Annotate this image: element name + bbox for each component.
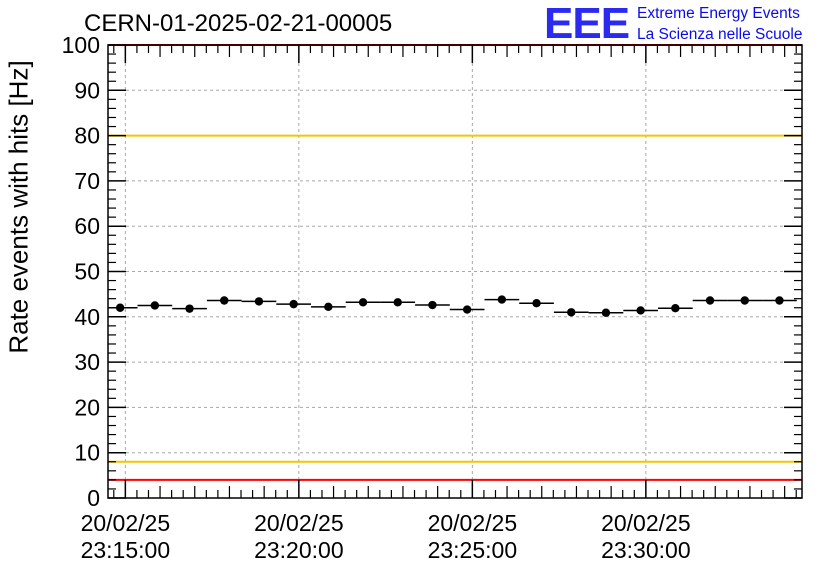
x-tick-label-date: 20/02/25: [81, 510, 171, 536]
limit-lines: [108, 44, 802, 481]
y-tick-label: 30: [74, 349, 100, 375]
data-point: [324, 302, 333, 312]
y-tick-label: 70: [74, 168, 100, 194]
y-tick-label: 100: [62, 32, 100, 58]
y-tick-label: 40: [74, 304, 100, 330]
tick-labels: 010203040506070809010020/02/2523:15:0020…: [62, 32, 691, 563]
x-tick-label-date: 20/02/25: [254, 510, 344, 536]
data-point: [185, 304, 194, 313]
y-tick-label: 10: [74, 440, 100, 466]
data-point: [532, 299, 541, 308]
data-point: [115, 303, 125, 312]
data-point: [462, 305, 472, 314]
data-points: [108, 295, 797, 317]
data-point: [150, 301, 160, 310]
data-point: [358, 298, 368, 307]
data-point: [497, 295, 507, 304]
data-point: [567, 308, 576, 317]
data-point: [671, 303, 680, 313]
data-point: [636, 306, 645, 315]
eee-logo-text: Extreme Energy Events La Scienza nelle S…: [637, 3, 802, 45]
x-tick-label-time: 23:25:00: [428, 537, 518, 563]
y-tick-label: 90: [74, 77, 100, 103]
y-tick-label: 50: [74, 259, 100, 285]
data-point: [393, 298, 402, 307]
data-point: [775, 296, 784, 305]
data-point: [289, 299, 298, 309]
data-point: [254, 297, 264, 306]
data-point: [705, 296, 715, 305]
data-point: [428, 300, 437, 310]
y-tick-label: 80: [74, 123, 100, 149]
y-tick-label: 20: [74, 394, 100, 420]
y-tick-label: 60: [74, 213, 100, 239]
axis-ticks: [108, 44, 802, 499]
x-tick-label-date: 20/02/25: [428, 510, 518, 536]
chart-title: CERN-01-2025-02-21-00005: [84, 10, 393, 37]
logo-line-1: Extreme Energy Events: [637, 5, 800, 22]
grid-lines: [108, 45, 802, 498]
data-point: [740, 296, 749, 305]
data-point: [220, 296, 229, 305]
x-tick-label-time: 23:20:00: [254, 537, 344, 563]
x-tick-label-time: 23:15:00: [81, 537, 171, 563]
data-point: [601, 308, 611, 317]
x-tick-label-time: 23:30:00: [601, 537, 691, 563]
y-tick-label: 0: [87, 485, 100, 511]
logo-line-2: La Scienza nelle Scuole: [637, 26, 803, 43]
eee-logo-mark: EEE: [544, 0, 630, 48]
x-tick-label-date: 20/02/25: [601, 510, 691, 536]
